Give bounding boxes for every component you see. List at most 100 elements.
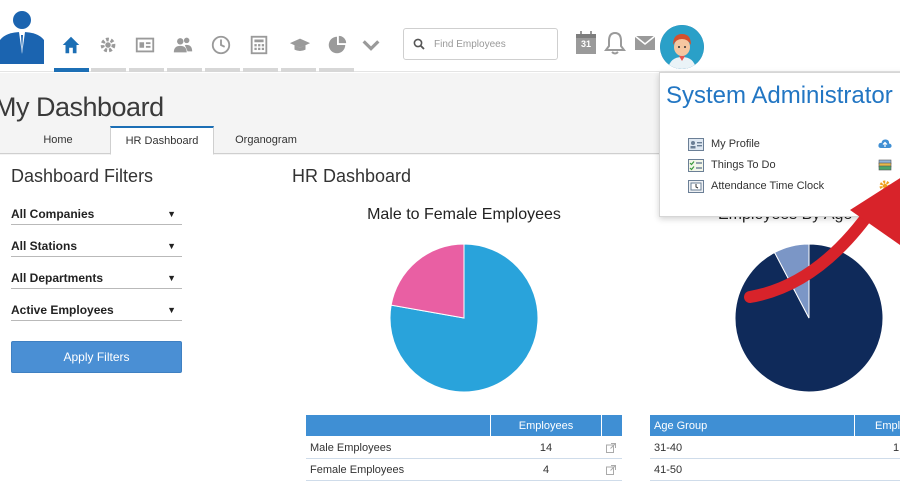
row-value: 1 <box>893 442 900 454</box>
people-icon <box>173 37 193 53</box>
cloud-upload-icon[interactable] <box>878 138 892 150</box>
pie-slice-female-employees[interactable] <box>390 243 465 319</box>
department-filter[interactable]: All Departments ▼ <box>11 267 182 289</box>
table-divider <box>601 415 602 436</box>
home-icon <box>62 36 80 54</box>
row-label: Male Employees <box>310 442 392 454</box>
nav-settings[interactable] <box>91 28 125 62</box>
nav-active-indicator <box>54 68 89 72</box>
age-group-column-header: Age Group <box>654 419 708 432</box>
user-avatar[interactable] <box>660 25 704 69</box>
station-filter[interactable]: All Stations ▼ <box>11 235 182 257</box>
gender-table: Employees Male Employees 14 Female Emplo… <box>306 415 622 485</box>
employee-search[interactable] <box>403 28 558 60</box>
avatar-image <box>660 25 704 69</box>
clock-icon <box>211 35 231 55</box>
employees-column-header: Employees <box>518 419 574 432</box>
nav-indicator <box>243 68 278 72</box>
filters-title: Dashboard Filters <box>11 166 154 186</box>
table-row: Female Employees 4 <box>306 459 622 481</box>
calendar-icon <box>576 31 596 54</box>
caret-down-icon: ▼ <box>167 304 176 315</box>
nav-indicator <box>281 68 316 72</box>
company-filter[interactable]: All Companies ▼ <box>11 203 182 225</box>
menu-item-label: Attendance Time Clock <box>711 180 825 192</box>
bell-icon <box>604 31 626 55</box>
calendar-button[interactable]: 31 <box>575 31 597 55</box>
calendar-day: 31 <box>580 39 591 49</box>
external-link-icon[interactable] <box>606 459 616 481</box>
pie-slice-male-employees[interactable] <box>389 243 539 393</box>
apply-filters-button[interactable]: Apply Filters <box>11 341 182 373</box>
row-value: 4 <box>542 464 550 476</box>
row-label: Female Employees <box>310 464 405 476</box>
table-row: 41-50 <box>650 459 900 481</box>
company-filter-value: All Companies <box>11 206 95 221</box>
tab-organogram[interactable]: Organogram <box>235 134 297 146</box>
envelope-icon <box>634 35 656 50</box>
row-value: 14 <box>539 442 553 454</box>
hr-dashboard-title: HR Dashboard <box>292 166 412 186</box>
table-row: 31-40 1 <box>650 437 900 459</box>
time-clock-icon <box>688 179 704 193</box>
table-divider <box>854 415 855 436</box>
nav-indicator <box>167 68 202 72</box>
id-card-icon <box>135 37 155 53</box>
nav-payroll[interactable] <box>242 28 276 62</box>
row-label: 41-50 <box>654 464 683 476</box>
nav-indicator <box>205 68 240 72</box>
menu-item-label: Things To Do <box>711 159 776 171</box>
search-icon <box>404 38 434 50</box>
employee-status-filter-value: Active Employees <box>11 302 114 317</box>
table-header <box>650 415 900 436</box>
graduation-cap-icon <box>289 38 311 51</box>
nav-home[interactable] <box>54 28 88 62</box>
menu-item-my-profile[interactable]: My Profile <box>688 135 760 153</box>
gender-chart-title: Male to Female Employees <box>367 206 561 223</box>
gear-icon[interactable] <box>878 180 892 192</box>
caret-down-icon: ▼ <box>167 240 176 251</box>
notifications-button[interactable] <box>604 31 626 55</box>
top-navigation-bar: 31 <box>0 0 900 72</box>
company-logo[interactable] <box>0 8 44 64</box>
nav-reports[interactable] <box>320 28 354 62</box>
row-label: 31-40 <box>654 442 683 454</box>
nav-more[interactable] <box>354 28 388 62</box>
nav-people[interactable] <box>166 28 200 62</box>
menu-item-things-to-do[interactable]: Things To Do <box>688 156 776 174</box>
page-title: My Dashboard <box>0 92 164 122</box>
nav-indicator <box>91 68 126 72</box>
caret-down-icon: ▼ <box>167 208 176 219</box>
caret-down-icon: ▼ <box>167 272 176 283</box>
chevron-down-icon <box>362 40 380 51</box>
age-pie-chart <box>734 243 884 393</box>
messages-button[interactable] <box>634 31 656 55</box>
pie-chart-icon <box>328 35 347 54</box>
profile-dropdown: System Administrator My Profile Things T… <box>659 72 900 217</box>
menu-item-attendance-time-clock[interactable]: Attendance Time Clock <box>688 177 824 195</box>
search-input[interactable] <box>434 38 544 50</box>
gear-icon <box>100 37 116 53</box>
calculator-icon <box>250 35 268 55</box>
age-table: Age Group Empl 31-40 1 41-50 <box>650 415 900 485</box>
gender-pie-chart <box>389 243 539 393</box>
nav-employee-records[interactable] <box>128 28 162 62</box>
external-link-icon[interactable] <box>606 437 616 459</box>
table-row: Male Employees 14 <box>306 437 622 459</box>
tab-hr-dashboard[interactable]: HR Dashboard <box>110 126 214 155</box>
employee-status-filter[interactable]: Active Employees ▼ <box>11 299 182 321</box>
nav-indicator <box>129 68 164 72</box>
table-header <box>306 415 622 436</box>
nav-indicator <box>319 68 354 72</box>
checklist-icon <box>688 158 704 172</box>
nav-training[interactable] <box>283 28 317 62</box>
nav-time[interactable] <box>204 28 238 62</box>
tab-home[interactable]: Home <box>43 134 73 146</box>
employees-column-header: Empl <box>875 419 900 432</box>
station-filter-value: All Stations <box>11 238 78 253</box>
department-filter-value: All Departments <box>11 270 104 285</box>
menu-item-label: My Profile <box>711 138 760 150</box>
card-stack-icon[interactable] <box>878 159 892 171</box>
table-divider <box>490 415 491 436</box>
profile-card-icon <box>688 137 704 151</box>
